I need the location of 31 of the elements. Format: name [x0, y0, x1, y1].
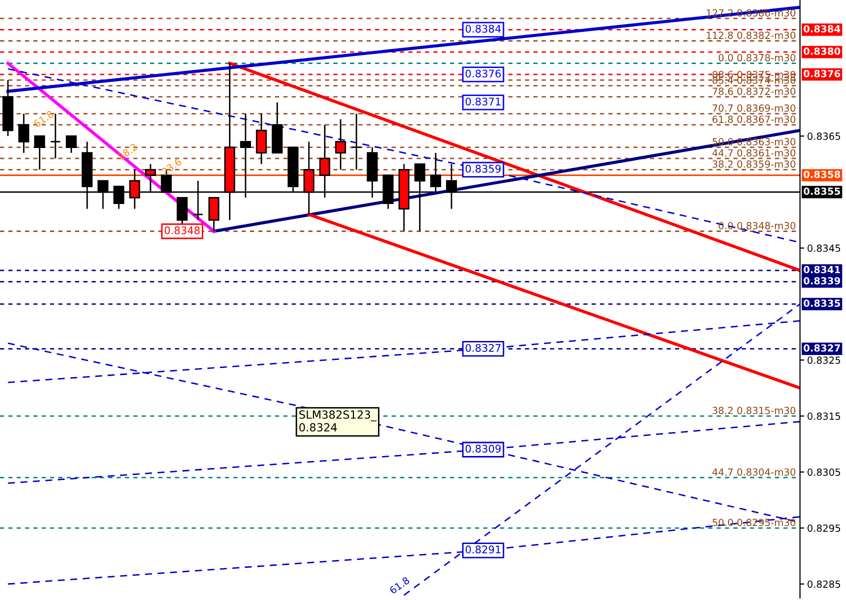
annotation: 44.7 0.8304-m30	[712, 468, 796, 476]
annotation: 88.6 0.8375-m30	[712, 70, 796, 78]
ref-line-label: 0.8335	[804, 300, 840, 307]
ref-line-label: 0.8358	[804, 170, 840, 178]
y-tick-label: 0.8285	[808, 580, 840, 588]
annotation: 50.0 0.8295-m30	[712, 518, 796, 526]
ref-line-label: 0.8384	[804, 25, 840, 32]
ref-line-label: 0.8380	[804, 48, 840, 55]
annotation: 61.8	[389, 576, 410, 594]
annotation: 61.8	[33, 110, 54, 128]
annotation: 38.2 0.8315-m30	[712, 406, 796, 414]
ref-line-label: 0.8376	[804, 70, 840, 78]
annotation: 0.0 0.8378-m30	[718, 54, 796, 62]
y-tick-label: 0.8315	[808, 412, 840, 420]
y-tick-label: 0.8295	[808, 524, 840, 532]
annotation: 44.7 0.8361-m30	[712, 149, 796, 157]
y-tick-label: 0.8365	[808, 132, 840, 140]
ref-line-label: 0.8327	[804, 344, 840, 352]
y-tick-label: 0.8345	[808, 244, 840, 252]
ref-line-label: 0.8341	[804, 266, 840, 274]
annotation: 38.2	[117, 143, 138, 161]
ref-line-label: 0.8355	[804, 188, 840, 195]
annotation: 38.2 0.8359-m30	[712, 160, 796, 168]
y-tick-label: 0.8325	[808, 356, 840, 364]
annotation: 112.8 0.8382-m30	[706, 32, 796, 39]
y-tick-label: 0.8305	[808, 468, 840, 476]
annotation: 78.6 0.8372-m30	[712, 88, 796, 95]
annotation: 70.7 0.8369-m30	[712, 104, 796, 112]
ref-line-label: 0.8339	[804, 277, 840, 284]
annotation: 61.8 0.8367-m30	[712, 116, 796, 123]
data-label: SLM382S123_ 0.8324	[299, 410, 377, 432]
